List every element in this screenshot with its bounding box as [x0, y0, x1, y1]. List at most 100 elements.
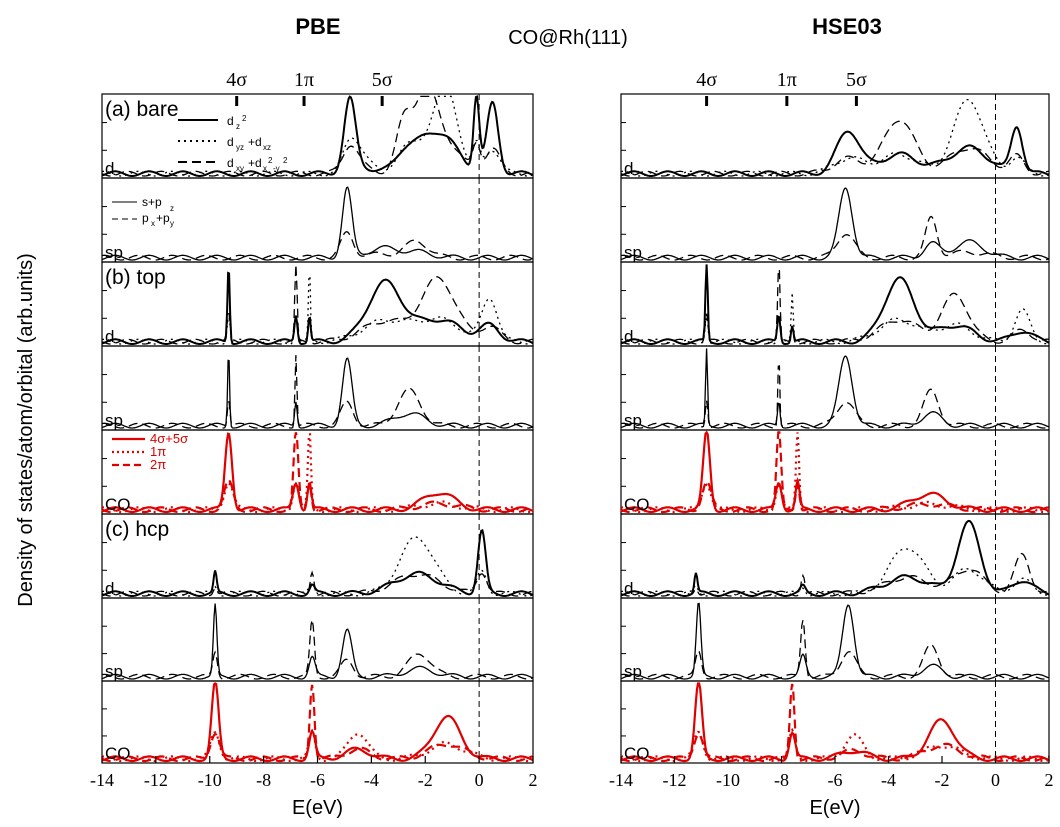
- panel-label-bare-d-pbe: d: [105, 159, 114, 178]
- panel-label-hcp-co-pbe: CO: [105, 744, 131, 763]
- series-line-d-z2: [620, 519, 1050, 597]
- legend-sub: z: [236, 122, 240, 131]
- panel-label-bare-sp-pbe: sp: [105, 243, 123, 262]
- x-tick-label: -12: [663, 770, 687, 790]
- legend-label-dyz: d: [227, 135, 234, 149]
- panel-label-top-co-pbe: CO: [105, 495, 131, 514]
- x-tick-label: 2: [529, 770, 538, 790]
- series-line-2-: [101, 684, 534, 763]
- panel-label-bare-sp-hse03: sp: [624, 243, 642, 262]
- x-tick-label: -4: [881, 770, 896, 790]
- method-title-pbe: PBE: [295, 14, 340, 39]
- panel-label-hcp-sp-hse03: sp: [624, 662, 642, 681]
- x-tick-label: -8: [774, 770, 789, 790]
- series-line-d-xy-d-x2-y2: [101, 570, 534, 597]
- series-line-d-z2: [101, 271, 534, 345]
- series-line-1-: [620, 432, 1050, 514]
- series-line-s-p-z: [620, 602, 1050, 680]
- legend-label-dxy: d: [227, 156, 234, 170]
- series-line-d-z2: [620, 264, 1050, 345]
- series-line-2-: [101, 432, 534, 514]
- series-line-d-xy-d-x2-y2: [620, 552, 1049, 597]
- x-tick-label: -10: [198, 770, 222, 790]
- legend-sub: x: [151, 219, 155, 228]
- series-line-1-: [101, 432, 534, 514]
- x-tick-label: -10: [716, 770, 740, 790]
- series-line-4-5-: [101, 432, 534, 514]
- legend-label-plus: +d: [248, 156, 262, 170]
- x-tick-label: -2: [418, 770, 433, 790]
- series-line-s-p-z: [101, 603, 534, 680]
- method-title-hse03: HSE03: [812, 14, 882, 39]
- panel-frame: [620, 680, 1050, 764]
- series-line-s-p-z: [101, 357, 534, 429]
- legend-label-co: 2π: [150, 457, 166, 472]
- panel-tag-top-d: (b) top: [105, 266, 166, 289]
- x-tick-label: -6: [310, 770, 325, 790]
- series-line-s-p-z: [620, 187, 1050, 261]
- orbital-marker-label: 1π: [294, 69, 314, 91]
- series-line-s-p-z: [620, 348, 1050, 429]
- legend-label-py: +p: [156, 211, 170, 225]
- x-tick-label: 0: [475, 770, 484, 790]
- legend-label-spz: s+p: [142, 195, 162, 209]
- x-axis-label-pbe: E(eV): [292, 797, 343, 819]
- legend-label-px: p: [142, 211, 149, 225]
- panel-frame: [620, 261, 1050, 347]
- panel-label-top-d-pbe: d: [105, 327, 114, 346]
- orbital-marker-label: 5σ: [846, 69, 867, 91]
- orbital-marker-label: 4σ: [226, 69, 247, 91]
- legend-sup: 2: [283, 156, 288, 165]
- x-tick-label: 0: [991, 770, 1000, 790]
- legend-sub: yz: [236, 143, 244, 152]
- legend-label-dz2: d: [227, 114, 234, 128]
- series-line-p-x-p-y: [620, 620, 1050, 680]
- series-line-d-yz-d-xz: [101, 536, 534, 597]
- x-tick-label: 2: [1045, 770, 1054, 790]
- series-line-p-x-p-y: [101, 230, 534, 261]
- series-line-d-xy-d-x2-y2: [101, 95, 534, 177]
- legend-sub: x: [263, 164, 267, 173]
- legend-sub: xy: [236, 164, 244, 173]
- series-line-d-z2: [101, 95, 534, 177]
- series-line-d-xy-d-x2-y2: [101, 264, 534, 345]
- panel-tag-bare-d: (a) bare: [105, 98, 179, 121]
- panel-frame: [620, 429, 1050, 515]
- series-line-p-x-p-y: [101, 619, 534, 680]
- series-line-d-yz-d-xz: [620, 292, 1050, 345]
- x-tick-label: -4: [364, 770, 379, 790]
- panel-tag-hcp-d: (c) hcp: [105, 518, 169, 541]
- legend-sup: 2: [268, 156, 273, 165]
- panel-label-bare-d-hse03: d: [624, 159, 633, 178]
- series-line-d-xy-d-x2-y2: [620, 120, 1050, 177]
- panel-frame: [101, 345, 534, 431]
- panel-label-top-d-hse03: d: [624, 327, 633, 346]
- series-line-s-p-z: [101, 186, 534, 261]
- legend-sub: z: [170, 204, 174, 213]
- panel-label-top-sp-pbe: sp: [105, 411, 123, 430]
- legend-sup: 2: [242, 114, 247, 123]
- series-line-d-yz-d-xz: [620, 98, 1050, 177]
- x-tick-label: -8: [256, 770, 271, 790]
- series-line-2-: [620, 683, 1050, 763]
- x-tick-label: -6: [828, 770, 843, 790]
- legend-sub: xz: [263, 143, 271, 152]
- x-tick-label: -14: [609, 770, 633, 790]
- panel-frame: [620, 513, 1050, 599]
- series-line-2-: [620, 431, 1050, 514]
- series-line-d-yz-d-xz: [620, 548, 1050, 597]
- legend-sub: y: [170, 219, 174, 228]
- series-line-4-5-: [620, 430, 1050, 514]
- chart-title: CO@Rh(111): [508, 27, 628, 49]
- series-line-p-x-p-y: [620, 215, 1050, 261]
- series-line-p-x-p-y: [101, 355, 534, 429]
- legend-sub: -y: [273, 164, 280, 173]
- panel-frame: [620, 177, 1050, 263]
- panel-label-top-sp-hse03: sp: [624, 411, 642, 430]
- legend-label-co: 4σ+5σ: [150, 431, 188, 446]
- panel-frame: [620, 345, 1050, 431]
- panel-label-hcp-d-hse03: d: [624, 579, 633, 598]
- orbital-marker-label: 1π: [777, 69, 797, 91]
- x-tick-label: -12: [144, 770, 168, 790]
